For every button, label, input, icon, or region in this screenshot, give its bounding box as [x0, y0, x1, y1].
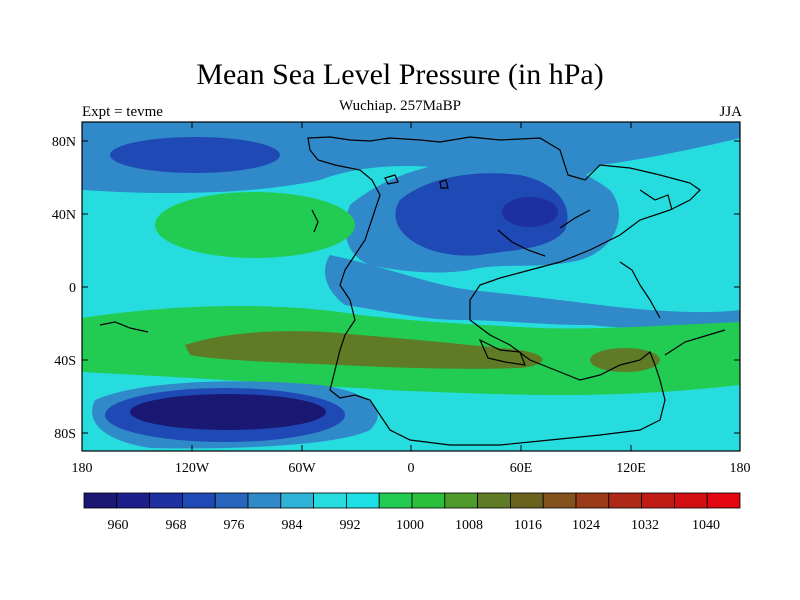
- colorbar-swatch: [378, 492, 413, 509]
- high-south-east: [590, 348, 660, 372]
- colorbar-label: 1032: [631, 518, 659, 533]
- island-3: [311, 209, 319, 233]
- y-tick-label: 80N: [52, 135, 76, 150]
- plot-title: Mean Sea Level Pressure (in hPa): [196, 58, 604, 91]
- colorbar-swatch: [83, 492, 118, 509]
- colorbar-swatch: [149, 492, 183, 509]
- colorbar-label: 984: [282, 518, 303, 533]
- x-tick-label: 60W: [288, 461, 316, 476]
- pressure-field: [82, 122, 740, 451]
- colorbar-label: 1016: [514, 518, 542, 533]
- x-tick-label: 180: [72, 461, 93, 476]
- colorbar-swatch: [608, 492, 642, 509]
- colorbar-swatch: [214, 492, 249, 509]
- colorbar-swatch: [116, 492, 151, 509]
- colorbar-swatch: [674, 492, 708, 509]
- colorbar-swatch: [181, 492, 216, 509]
- island-2: [439, 179, 449, 189]
- colorbar-label: 992: [340, 518, 361, 533]
- colorbar-swatch: [247, 492, 282, 509]
- experiment-label: Expt = tevme: [82, 104, 163, 120]
- colorbar-label: 1008: [455, 518, 483, 533]
- colorbar-label: 976: [224, 518, 245, 533]
- colorbar-swatch: [411, 492, 446, 509]
- y-tick-label: 40S: [54, 354, 76, 369]
- colorbar-swatch: [477, 492, 511, 509]
- colorbar-swatch: [444, 492, 478, 509]
- x-tick-label: 60E: [510, 461, 533, 476]
- colorbar-swatch: [641, 492, 675, 509]
- y-axis: 80N 40N 0 40S 80S: [52, 135, 740, 442]
- low-south-pacific-core: [130, 394, 326, 430]
- low-north-pacific: [110, 137, 280, 173]
- high-south-core: [185, 331, 543, 369]
- x-tick-label: 120E: [616, 461, 646, 476]
- island-5: [559, 209, 591, 229]
- x-tick-label: 120W: [175, 461, 210, 476]
- x-axis: 180 120W 60W 0 60E 120E 180: [72, 122, 751, 476]
- colorbar-swatch: [575, 492, 610, 509]
- high-north-pacific: [155, 192, 355, 258]
- colorbar-swatch: [345, 492, 380, 509]
- island-6: [619, 261, 661, 319]
- coastlines: [99, 136, 726, 446]
- colorbar-label: 960: [108, 518, 129, 533]
- colorbar-swatch: [542, 492, 577, 509]
- low-pangea-north-center: [502, 197, 558, 227]
- equatorial-trough: [325, 255, 740, 330]
- y-tick-label: 40N: [52, 208, 76, 223]
- island-4: [497, 229, 546, 257]
- colorbar: [83, 492, 741, 509]
- island-9: [639, 189, 673, 211]
- island-1: [384, 174, 399, 185]
- y-tick-label: 80S: [54, 427, 76, 442]
- plot-subtitle: Wuchiap. 257MaBP: [339, 98, 461, 114]
- island-7: [99, 321, 149, 333]
- colorbar-labels: 960 968 976 984 992 1000 1008 1016 1024 …: [108, 518, 721, 533]
- colorbar-swatch: [280, 492, 314, 509]
- colorbar-swatch: [313, 492, 347, 509]
- colorbar-swatch: [509, 492, 544, 509]
- colorbar-label: 1040: [692, 518, 720, 533]
- island-8: [664, 329, 726, 356]
- y-tick-label: 0: [69, 281, 76, 296]
- colorbar-label: 1024: [572, 518, 600, 533]
- season-label: JJA: [719, 104, 742, 120]
- x-tick-label: 0: [408, 461, 415, 476]
- colorbar-swatch: [706, 492, 741, 509]
- sea-inlet: [478, 338, 526, 366]
- colorbar-label: 1000: [396, 518, 424, 533]
- x-tick-label: 180: [730, 461, 751, 476]
- colorbar-label: 968: [166, 518, 187, 533]
- pangea-outline: [307, 136, 701, 446]
- low-pangea-north-core: [395, 173, 568, 256]
